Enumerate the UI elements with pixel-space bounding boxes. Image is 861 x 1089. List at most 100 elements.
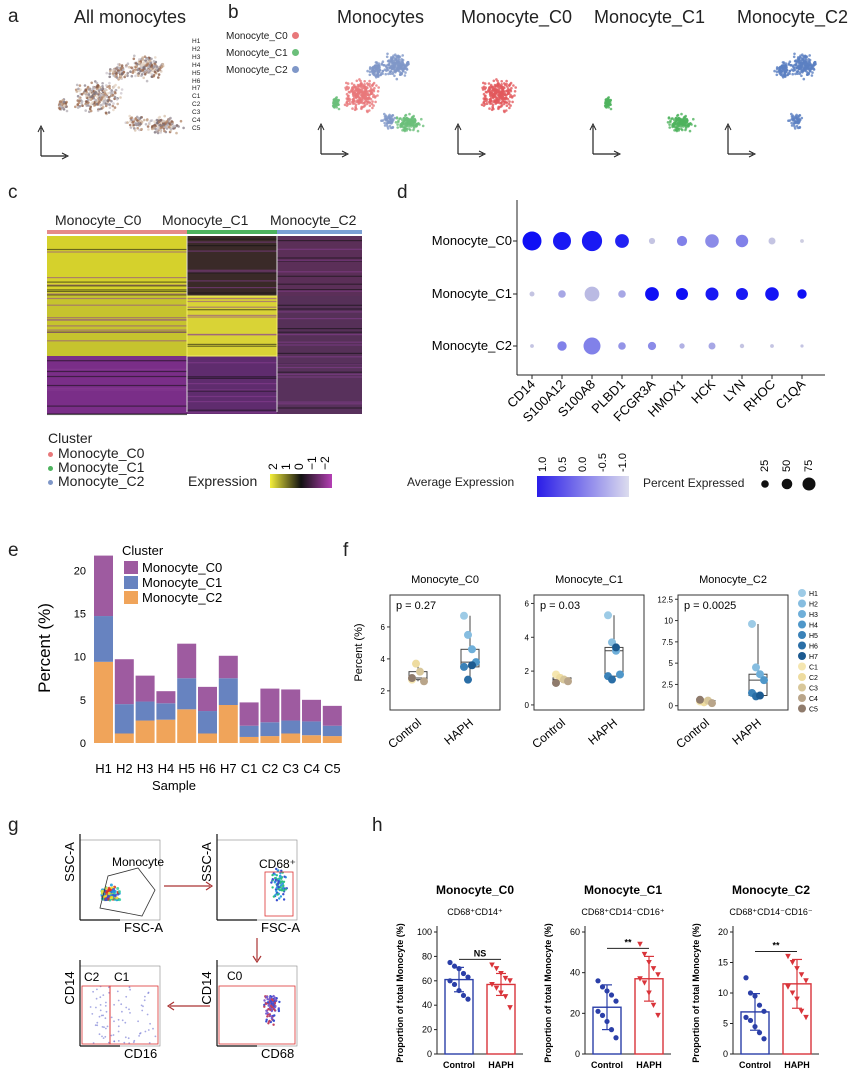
umap-point (481, 88, 485, 91)
boxplot-point (752, 663, 760, 672)
stacked-bar-segment (281, 689, 301, 721)
flow-event (276, 893, 279, 896)
flow-event (270, 1016, 274, 1020)
umap-point (87, 93, 90, 96)
umap-point (680, 127, 683, 131)
stacked-bar-segment (322, 725, 342, 737)
stacked-xtick: C3 (282, 761, 299, 776)
umap-point (74, 105, 77, 109)
flow-event (104, 898, 108, 901)
umap-point (607, 102, 611, 105)
bar-h-point (803, 978, 809, 984)
expression-tick-label: −2 (318, 456, 332, 470)
umap-point (371, 100, 374, 103)
umap-point (397, 57, 401, 61)
umap-point (373, 74, 377, 77)
umap-point (394, 121, 398, 124)
flow-event (121, 1019, 124, 1022)
umap-axis-arrow (478, 150, 487, 158)
stacked-legend-label: Monocyte_C2 (142, 590, 222, 605)
umap-point (674, 116, 678, 120)
umap-point (804, 57, 808, 61)
umap-point (80, 93, 84, 96)
boxplot-group-label: Control (673, 716, 712, 752)
boxplot-pvalue: p = 0.03 (540, 600, 580, 612)
umap-point (505, 79, 508, 83)
flow-event (273, 996, 277, 999)
flow-event (99, 1009, 102, 1012)
flow-event (89, 1006, 92, 1008)
heatmap-stripe (277, 311, 362, 313)
umap-point (416, 129, 420, 133)
umap-point (101, 87, 105, 90)
boxplot-chart: Percent (%) Monocyte_C0p = 0.27 2 4 6 Control… (353, 574, 818, 752)
bar-h-point (646, 960, 652, 966)
heatmap-stripe (277, 283, 362, 285)
cluster-legend-dot (291, 49, 299, 56)
heatmap-stripe (187, 269, 277, 271)
flow-event (99, 1004, 102, 1006)
flow-event (283, 875, 286, 878)
umap-point (368, 104, 372, 107)
flow-event (99, 996, 102, 999)
umap-point (668, 126, 671, 129)
flow-event (124, 1036, 127, 1039)
umap-point (395, 77, 399, 81)
panel-a-title: All monocytes (74, 7, 187, 27)
dotplot-dot (522, 231, 542, 251)
bar-h-point (650, 966, 657, 972)
stacked-bar-segment (94, 616, 113, 662)
flow-event (265, 1009, 268, 1012)
heatmap-stripe (277, 407, 362, 409)
umap-point (143, 55, 147, 58)
heatmap-stripe (277, 308, 362, 310)
boxplot-pvalue: p = 0.0025 (684, 600, 736, 612)
flow-event (102, 1014, 104, 1017)
percent-expressed-legend: 25 50 75 (759, 460, 816, 491)
umap-point (89, 97, 92, 101)
umap-point (130, 66, 133, 69)
umap-point (101, 85, 104, 88)
dotplot-dot (558, 290, 566, 298)
umap-point (362, 102, 365, 105)
umap-point (688, 129, 692, 133)
umap-point (790, 121, 793, 125)
umap-point (374, 69, 378, 72)
umap-point (384, 72, 387, 76)
umap-point (389, 70, 392, 73)
cluster-legend-label: Monocyte_C2 (226, 65, 288, 76)
umap-point (503, 100, 507, 104)
bar-h-ytick: 0 (575, 1049, 580, 1059)
umap-point (122, 68, 125, 72)
heatmap-stripe (47, 277, 187, 279)
boxplot-legend-dot (798, 589, 806, 597)
umap-point (149, 119, 153, 123)
umap-axis-arrow (317, 122, 325, 131)
umap-point (607, 98, 611, 102)
umap-point (813, 63, 816, 66)
umap-point (105, 71, 108, 75)
expression-tick-label: 2 (266, 463, 280, 470)
boxplot-legend-dot (798, 652, 806, 660)
umap-point (128, 123, 132, 127)
umap-axis-arrow (748, 150, 757, 158)
umap-point (333, 100, 337, 104)
umap-point (374, 61, 378, 64)
flow-event (133, 1039, 136, 1042)
flow-gate-label: C1 (114, 970, 130, 984)
heatmap-col-title-c2: Monocyte_C2 (270, 212, 357, 228)
boxplot-legend-label: H2 (809, 602, 818, 609)
bar-h-ytick: 0 (723, 1049, 728, 1059)
boxplot-point (416, 667, 424, 676)
avg-expression-colorbar: 1.0 0.5 0.0 -0.5 -1.0 (537, 453, 629, 497)
flow-event (272, 994, 275, 998)
bar-h-point (451, 981, 458, 988)
flow-event (98, 1033, 101, 1036)
umap-point (135, 122, 138, 125)
bar-h-point (655, 1012, 661, 1019)
stacked-bar-segment (260, 722, 280, 737)
stacked-bar-segment (135, 720, 155, 743)
umap-point (512, 84, 515, 87)
umap-point (811, 71, 814, 74)
heatmap-stripe (47, 370, 187, 373)
